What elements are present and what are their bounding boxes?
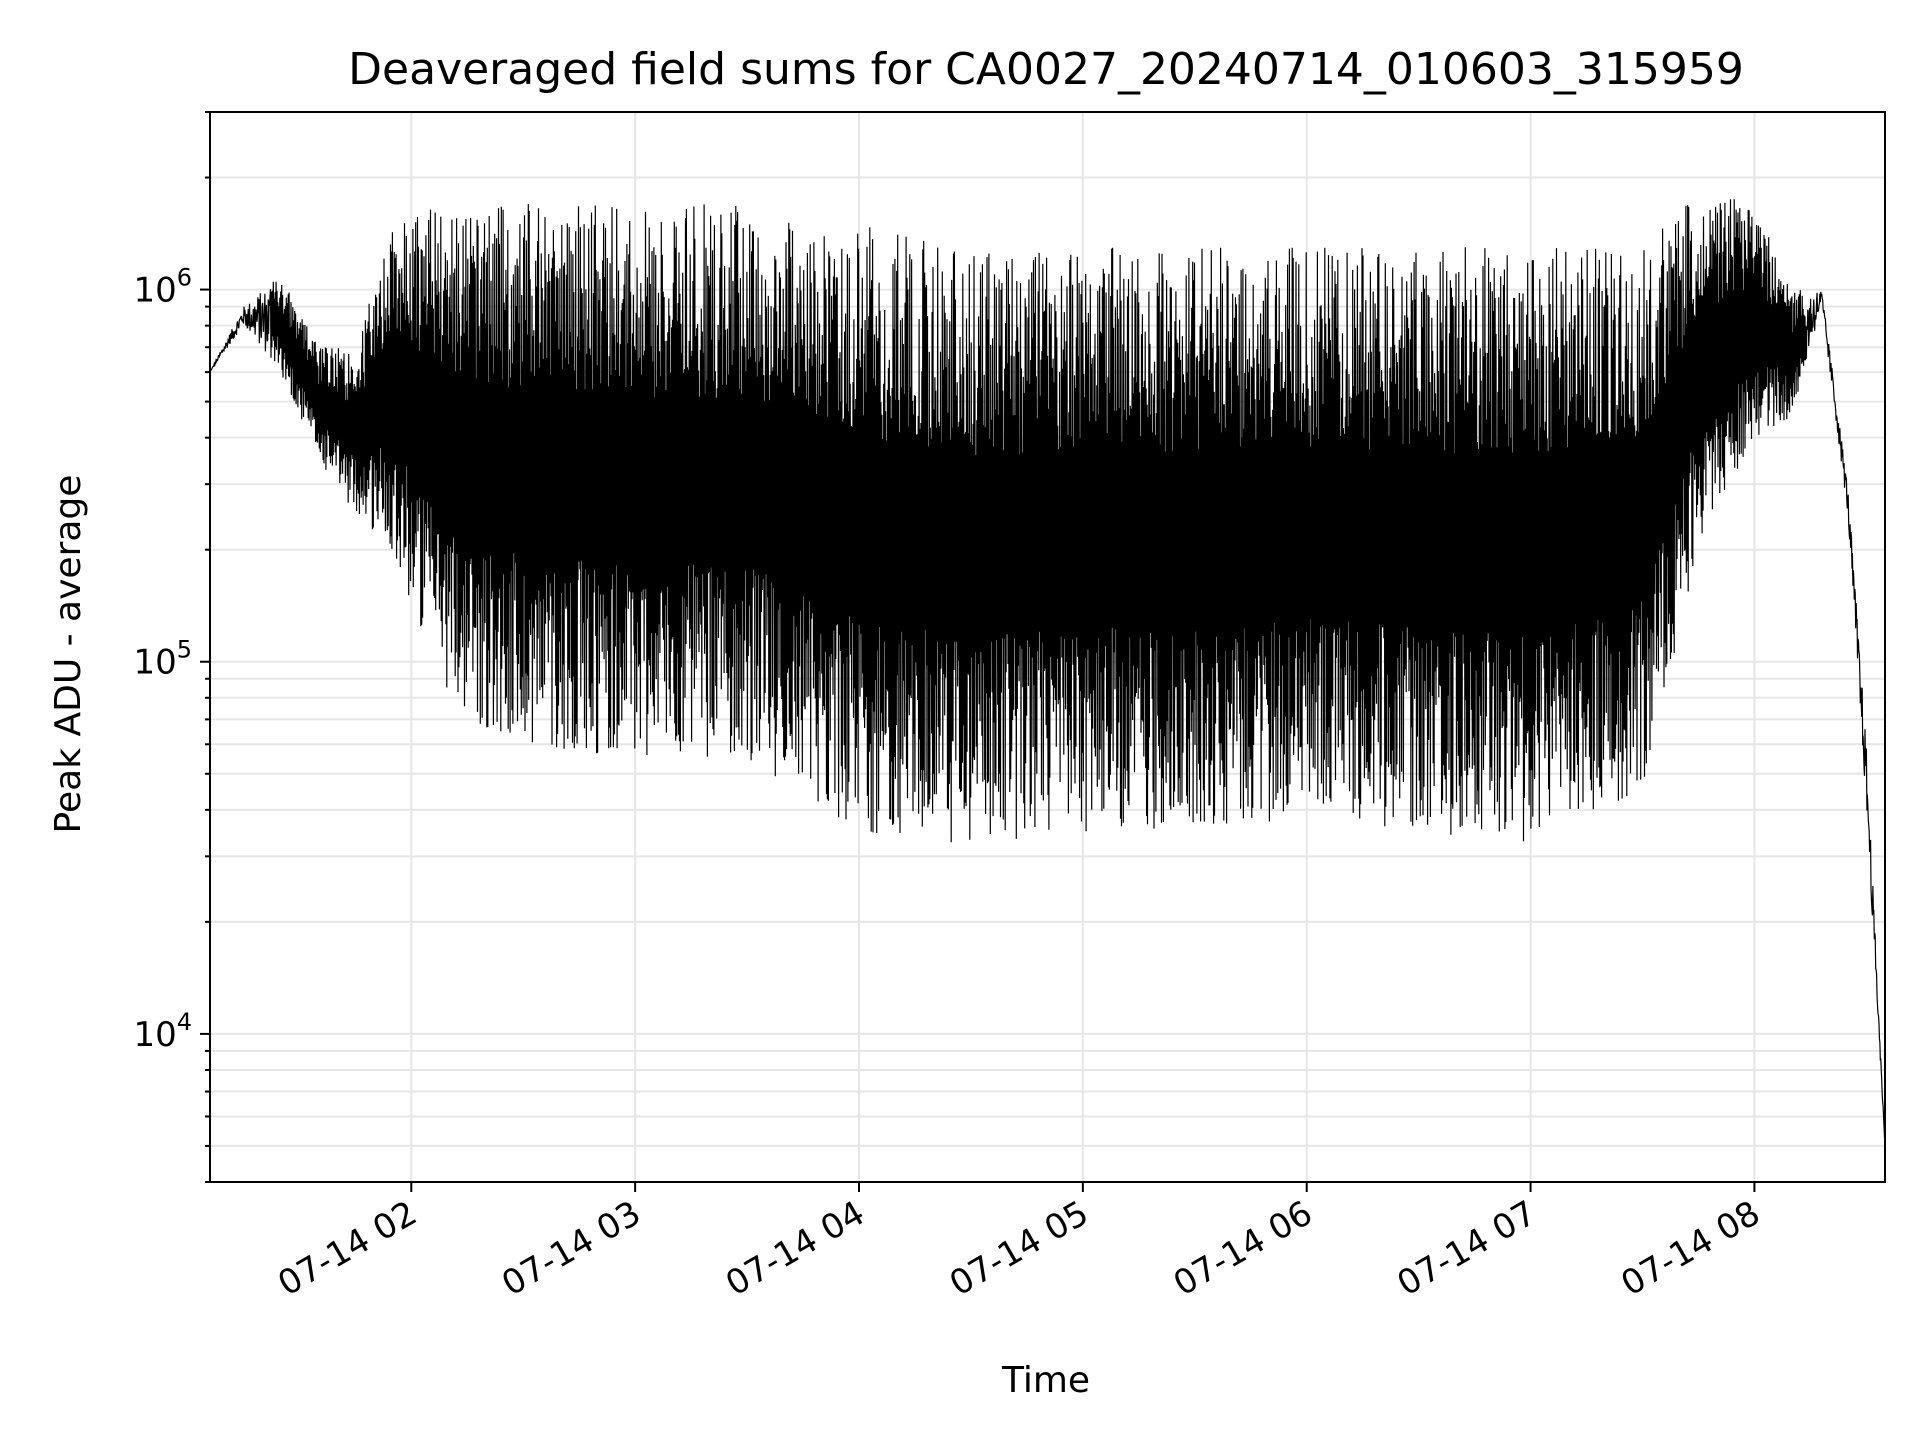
y-tick-label: 106 — [133, 264, 192, 311]
y-axis-label: Peak ADU - average — [48, 475, 89, 834]
x-tick-label: 07-14 05 — [943, 1193, 1095, 1304]
x-tick-label: 07-14 06 — [1167, 1193, 1319, 1304]
x-tick-label: 07-14 08 — [1615, 1193, 1767, 1304]
x-tick-label: 07-14 07 — [1391, 1193, 1543, 1304]
y-tick-label: 105 — [133, 636, 192, 683]
x-tick-label: 07-14 04 — [719, 1193, 871, 1304]
series-line — [209, 199, 1886, 1146]
series-trace — [209, 199, 1886, 1146]
plot-frame — [209, 111, 1886, 1183]
x-tick-label: 07-14 03 — [495, 1193, 647, 1304]
x-axis-label: Time — [1001, 1360, 1090, 1401]
x-tick-label: 07-14 02 — [271, 1193, 423, 1304]
chart-title: Deaveraged field sums for CA0027_2024071… — [348, 44, 1744, 95]
y-tick-label: 104 — [133, 1008, 192, 1055]
